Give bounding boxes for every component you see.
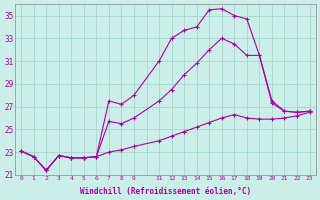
X-axis label: Windchill (Refroidissement éolien,°C): Windchill (Refroidissement éolien,°C) (80, 187, 251, 196)
